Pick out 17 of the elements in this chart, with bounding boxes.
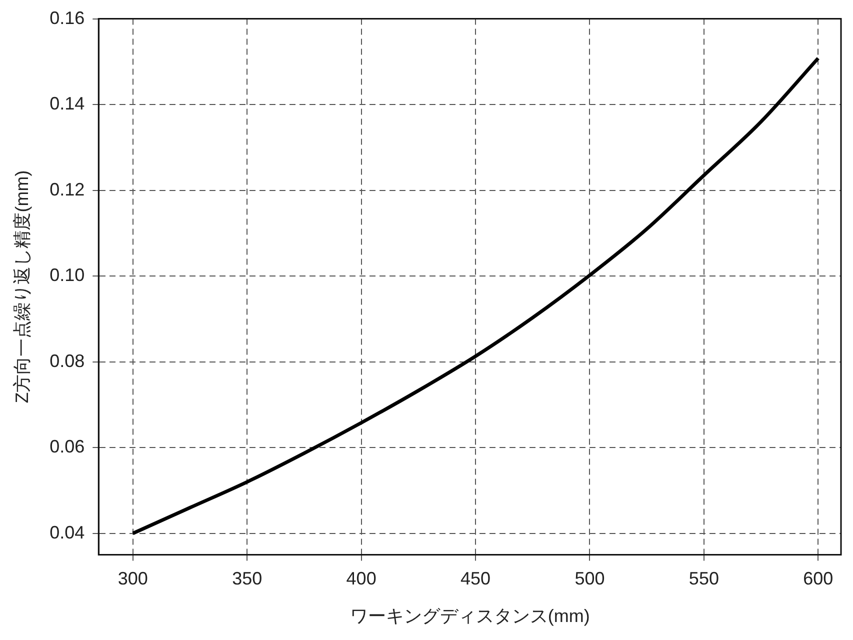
- y-tick-label: 0.10: [50, 265, 85, 286]
- y-tick-label: 0.12: [50, 179, 85, 200]
- y-axis-title: Z方向一点繰り返し精度(mm): [12, 170, 32, 404]
- y-tick-label: 0.04: [50, 522, 85, 542]
- line-series: [131, 56, 820, 536]
- x-tick-label: 400: [346, 568, 376, 589]
- y-tick-label: 0.08: [50, 350, 85, 371]
- x-tick-label: 450: [460, 568, 491, 589]
- y-tick-label: 0.16: [50, 8, 85, 28]
- y-tick-label: 0.14: [50, 94, 85, 114]
- y-tick-label: 0.06: [50, 436, 85, 457]
- x-tick-label: 300: [118, 568, 148, 589]
- x-axis-title: ワーキングディスタンス(mm): [350, 606, 590, 626]
- x-tick-label: 600: [803, 568, 834, 589]
- x-tick-label: 350: [232, 568, 262, 589]
- x-tick-label: 550: [688, 568, 719, 589]
- x-tick-label: 500: [574, 568, 605, 589]
